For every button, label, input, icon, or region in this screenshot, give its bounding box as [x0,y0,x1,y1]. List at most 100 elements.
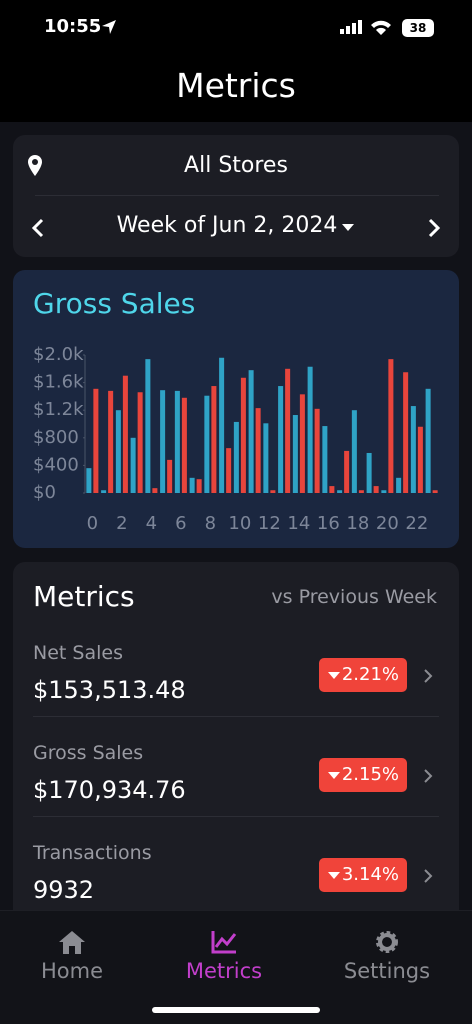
bar [130,437,136,493]
wifi-icon [371,20,391,35]
bar [196,479,202,493]
divider [33,716,439,717]
bar [211,386,217,493]
tab-settings[interactable]: Settings [312,929,462,983]
bar [263,423,269,493]
chevron [424,669,433,683]
bar [115,410,121,493]
divider [35,195,439,196]
x-tick-label: 4 [146,513,157,534]
home-icon [59,931,85,954]
bar [410,406,416,493]
status-time: 10:55 [44,16,102,37]
store-selector[interactable]: All Stores [184,153,288,178]
bar [255,408,261,493]
bar [233,421,239,493]
y-tick-label: $0 [33,482,56,503]
metric-label: Transactions [33,842,152,864]
x-tick-label: 22 [405,513,428,534]
y-tick-label: $2.0k [33,344,84,365]
bar [174,390,180,493]
tab-label: Settings [343,959,431,983]
change-value: 2.15% [341,764,399,785]
x-tick-label: 20 [376,513,399,534]
screen-title: Metrics [176,66,296,105]
bar [425,388,431,493]
dropdown-icon [342,224,355,231]
bar [344,450,350,493]
bar [299,394,305,493]
prev-week[interactable] [31,218,45,238]
bar [314,408,320,493]
metric-value: $153,513.48 [33,676,186,704]
metrics-title: Metrics [33,580,135,613]
down-icon [328,872,340,879]
bar [366,452,372,493]
bar [137,392,143,493]
pin-icon [28,155,42,176]
y-tick-label: $1.6k [33,372,84,393]
bar [351,410,357,493]
bar [329,486,335,493]
bar [160,390,166,493]
tab-metrics[interactable]: Metrics [149,929,299,983]
bar [248,370,254,493]
bar [101,490,107,493]
metric-row[interactable]: Transactions 9932 3.14% [13,816,459,942]
week-selector[interactable]: Week of Jun 2, 2024 [13,213,459,238]
chart: Gross Sales $0 $400 $800 $1.2k $1.6k $2.0k 0 2 4… [33,287,438,534]
x-tick-label: 14 [287,513,310,534]
filter-card: All Stores Week of Jun 2, 2024 [13,135,459,257]
bar [358,490,364,493]
bar [181,397,187,493]
down-icon [328,672,340,679]
x-tick-label: 0 [87,513,98,534]
chevron [424,769,433,783]
bar [204,395,210,493]
bar [189,477,195,493]
down-icon [328,772,340,779]
bar [122,375,128,493]
x-tick-label: 2 [116,513,127,534]
signal-icon [340,20,362,34]
chart-title: Gross Sales [33,287,195,320]
metrics-card: Metrics vs Previous Week Net Sales $153,5… [13,562,459,962]
metric-value: $170,934.76 [33,776,186,804]
top-bar: 10:55 38 Metrics [0,0,472,122]
metric-row[interactable]: Net Sales $153,513.48 2.21% [13,642,459,742]
y-tick-label: $800 [33,427,79,448]
bar [337,490,343,493]
x-tick-label: 16 [317,513,340,534]
bar [226,448,232,493]
tab-label: Home [40,959,103,983]
x-tick-label: 18 [346,513,369,534]
metric-value: 9932 [33,876,95,904]
home-indicator [152,1007,320,1013]
metric-row[interactable]: Gross Sales $170,934.76 2.15% [13,716,459,842]
bar [93,388,99,493]
bar [108,390,114,493]
bar [145,359,151,493]
x-tick-label: 6 [175,513,186,534]
chart-card: Gross Sales $0 $400 $800 $1.2k $1.6k $2.0k 0 2 4… [13,270,459,548]
next-week[interactable] [427,218,441,238]
bar [322,426,328,493]
bar [396,477,402,493]
battery: 38 [402,19,434,37]
bar [240,377,246,493]
chart-icon [211,931,237,954]
y-tick-label: $1.2k [33,399,84,420]
bar [219,357,225,493]
bar [152,488,158,493]
gear-icon [376,931,398,953]
tab-bar: Home Metrics Settings [0,910,472,1024]
bar [417,426,423,493]
week-label: Week of Jun 2, 2024 [116,213,338,238]
tab-home[interactable]: Home [0,929,147,983]
x-tick-label: 12 [258,513,281,534]
metric-label: Gross Sales [33,742,144,764]
change-badge: 2.21% [319,658,407,692]
bar [403,372,409,493]
bar [86,468,92,493]
